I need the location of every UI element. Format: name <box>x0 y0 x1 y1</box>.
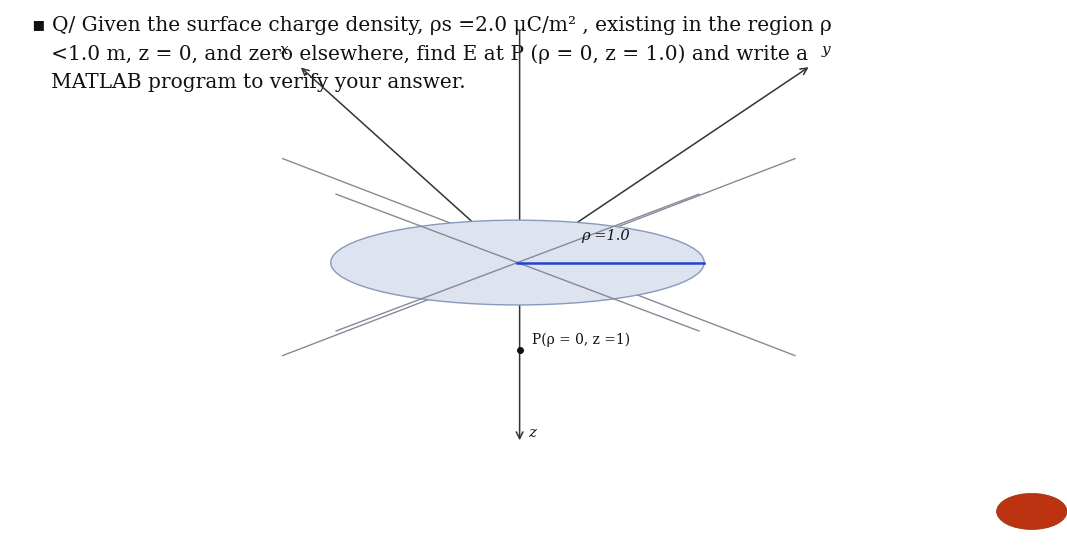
Text: P(ρ = 0, z =1): P(ρ = 0, z =1) <box>532 333 631 347</box>
Ellipse shape <box>331 220 704 305</box>
Text: y: y <box>822 43 830 57</box>
Text: ρ =1.0: ρ =1.0 <box>582 229 631 243</box>
Text: z: z <box>528 426 536 440</box>
Text: ▪ Q/ Given the surface charge density, ρs =2.0 μC/m² , existing in the region ρ
: ▪ Q/ Given the surface charge density, ρ… <box>32 16 832 92</box>
Circle shape <box>997 493 1067 529</box>
Text: x: x <box>280 43 288 57</box>
